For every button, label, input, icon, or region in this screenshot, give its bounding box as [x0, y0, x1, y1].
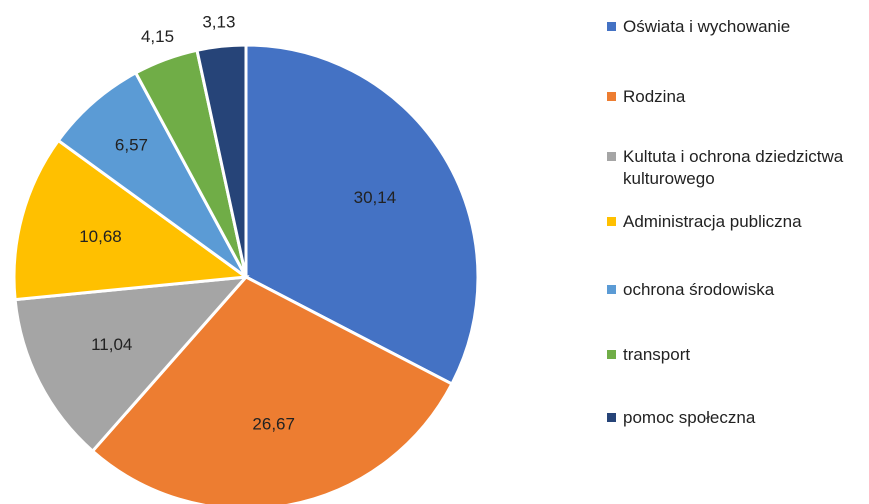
legend-label: Rodzina: [623, 87, 686, 106]
legend-item: pomoc społeczna: [607, 403, 857, 429]
legend-label: Kultuta i ochrona dziedzictwa kulturoweg…: [623, 147, 844, 188]
legend-label: ochrona środowiska: [623, 280, 775, 299]
legend-item: transport: [607, 340, 857, 366]
legend-swatch: [607, 152, 616, 161]
legend-item: Rodzina: [607, 82, 857, 108]
legend-label: pomoc społeczna: [623, 408, 756, 427]
pie-slice: [12, 138, 251, 302]
legend-label: Oświata i wychowanie: [623, 17, 791, 36]
legend-swatch: [607, 350, 616, 359]
legend-label: Administracja publiczna: [623, 212, 802, 231]
data-label: 6,57: [115, 136, 148, 155]
data-label: 4,15: [141, 27, 174, 46]
data-label: 10,68: [79, 227, 122, 246]
legend-item: Oświata i wychowanie: [607, 12, 857, 38]
pie-slice: [56, 70, 248, 279]
legend-swatch: [607, 217, 616, 226]
legend-swatch: [607, 22, 616, 31]
legend-item: Kultuta i ochrona dziedzictwa kulturoweg…: [607, 142, 857, 190]
legend-label: transport: [623, 345, 691, 364]
pie-slice: [244, 43, 480, 386]
pie-slice: [195, 43, 248, 278]
data-label: 3,13: [202, 13, 235, 32]
data-label: 30,14: [354, 188, 397, 207]
legend-swatch: [607, 285, 616, 294]
legend-item: ochrona środowiska: [607, 275, 857, 301]
data-label: 11,04: [91, 335, 132, 354]
pie-slice: [90, 275, 454, 504]
legend-swatch: [607, 413, 616, 422]
pie-area: 30,14 26,67 11,04 10,68 6,57 4,15 3,13: [12, 13, 480, 504]
legend-item: Administracja publiczna: [607, 207, 857, 233]
data-label: 26,67: [252, 415, 295, 434]
legend-swatch: [607, 92, 616, 101]
pie-slice: [13, 275, 250, 454]
